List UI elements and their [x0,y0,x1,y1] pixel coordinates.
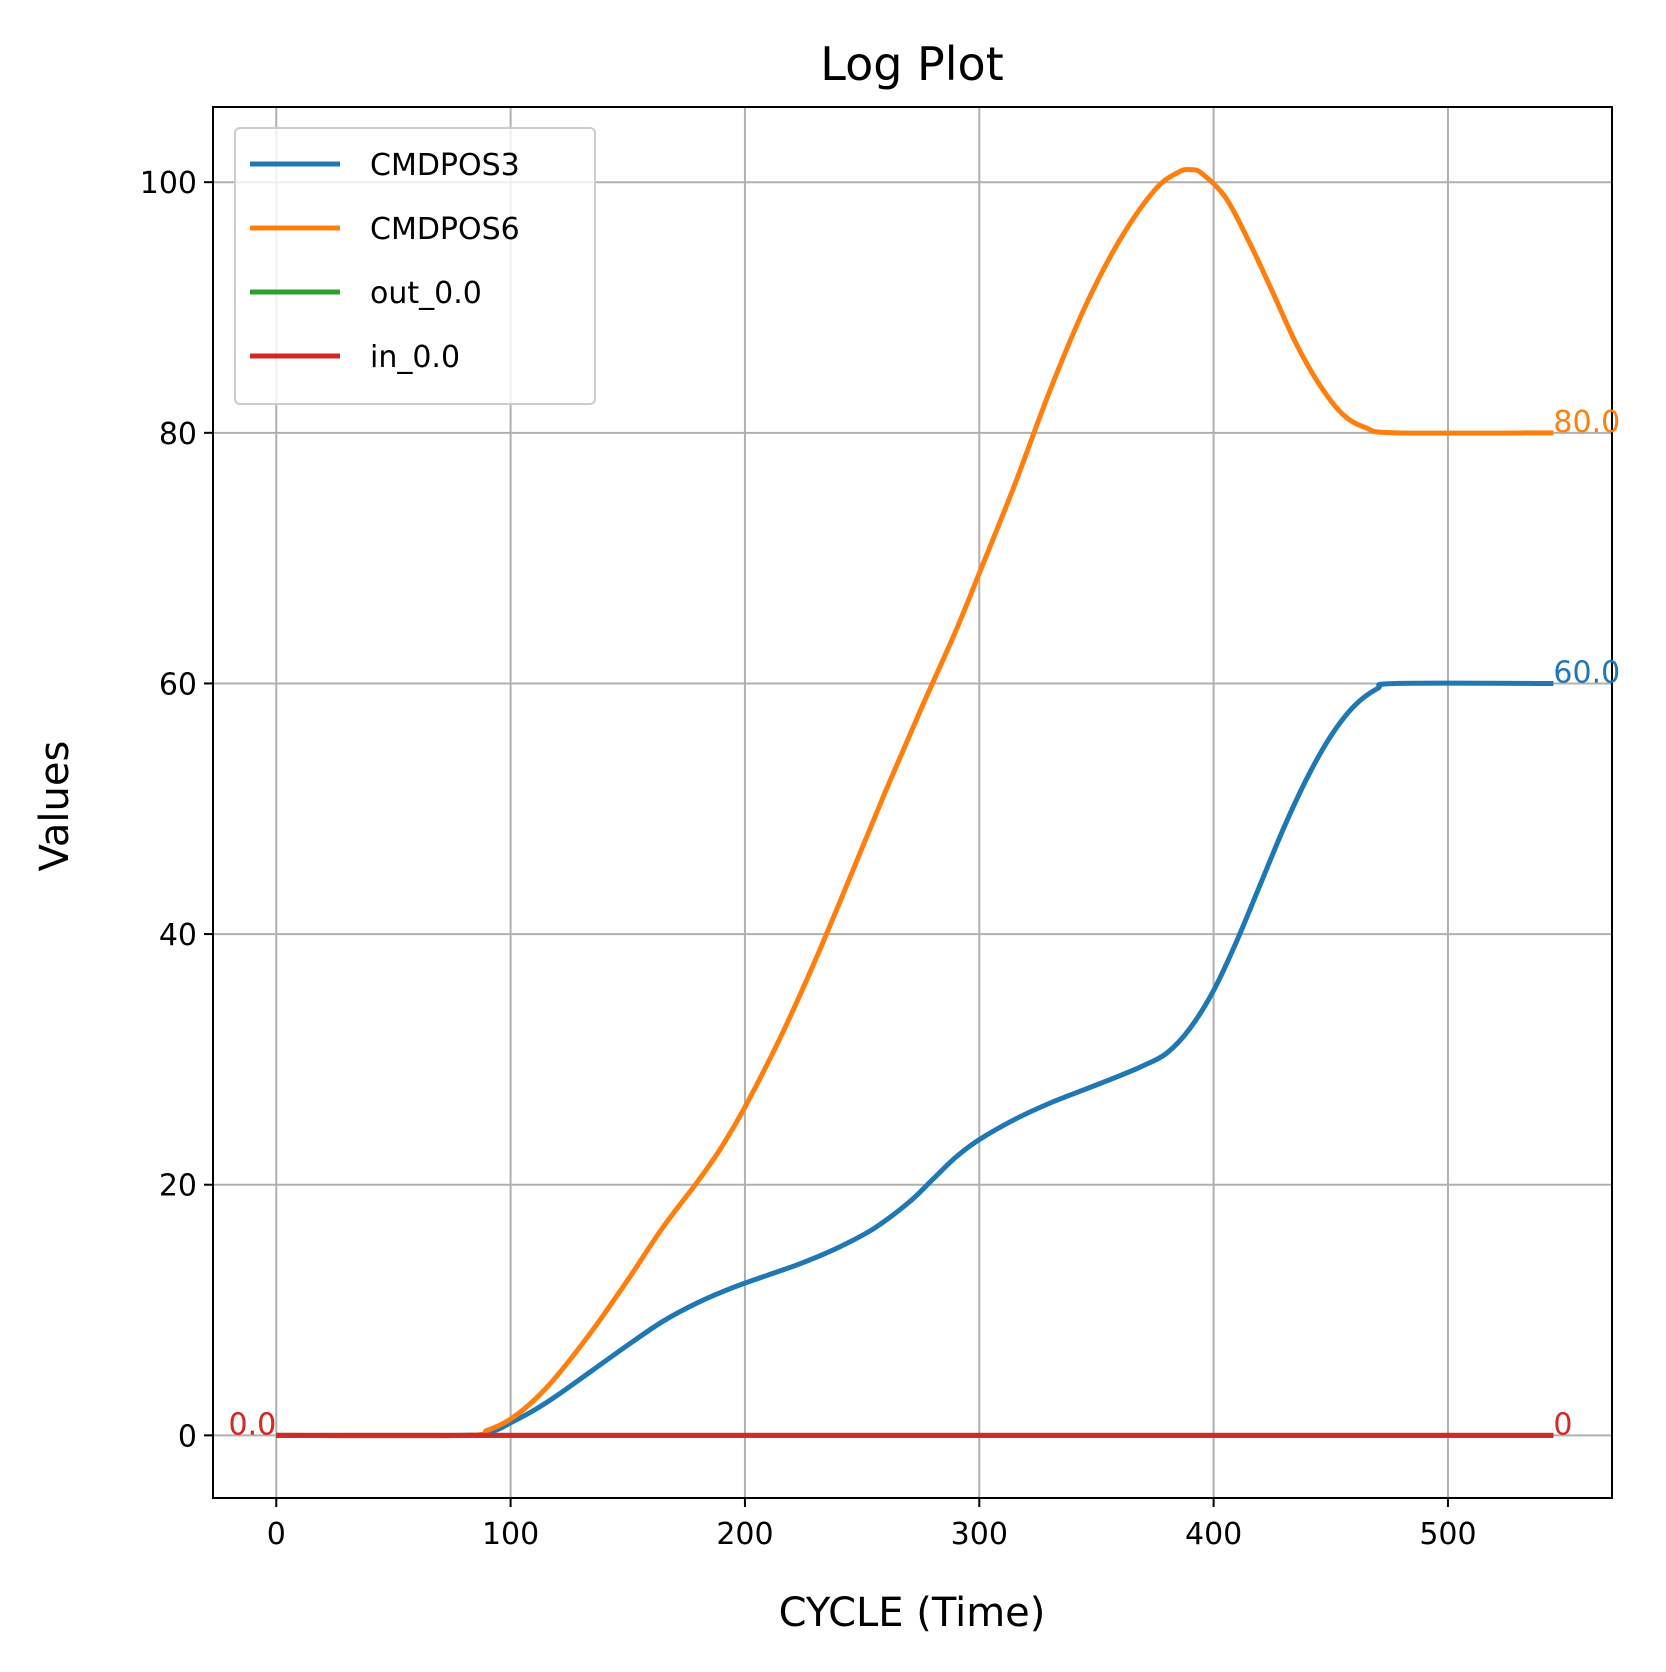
legend-label: out_0.0 [370,276,482,311]
y-tick-label: 80 [159,417,197,452]
x-tick-label: 300 [951,1517,1008,1552]
y-tick-label: 60 [159,667,197,702]
legend-label: CMDPOS3 [370,148,520,183]
axis-ticks: 0 100 200 300 400 500 0 20 40 60 80 100 [140,166,1477,1552]
x-tick-label: 0 [267,1517,286,1552]
annotations: 80.060.000.00.0 [229,405,1621,1443]
y-tick-label: 0 [178,1419,197,1454]
x-axis-title: CYCLE (Time) [779,1590,1046,1636]
y-axis-title: Values [32,741,78,872]
data-label: 0.0 [229,1407,277,1442]
y-tick-label: 20 [159,1169,197,1204]
plot-frame [212,106,1613,1499]
legend: CMDPOS3 CMDPOS6 out_0.0 in_0.0 [234,127,596,405]
legend-label: CMDPOS6 [370,212,520,247]
y-tick-label: 100 [140,166,197,201]
x-tick-label: 400 [1185,1517,1242,1552]
data-label: 80.0 [1553,405,1620,440]
x-tick-label: 100 [482,1517,539,1552]
x-tick-label: 500 [1419,1517,1476,1552]
chart-title: Log Plot [820,37,1003,91]
x-tick-label: 200 [716,1517,773,1552]
series-line-cmdpos6 [276,166,1554,1439]
data-label: 0.0 [229,1407,277,1442]
data-label: 0 [1553,1407,1572,1442]
series-line-cmdpos3 [276,680,1554,1439]
legend-label: in_0.0 [370,340,460,375]
legend-box [234,127,596,405]
y-tick-label: 40 [159,918,197,953]
data-label: 60.0 [1553,655,1620,690]
plot-area [276,166,1554,1439]
